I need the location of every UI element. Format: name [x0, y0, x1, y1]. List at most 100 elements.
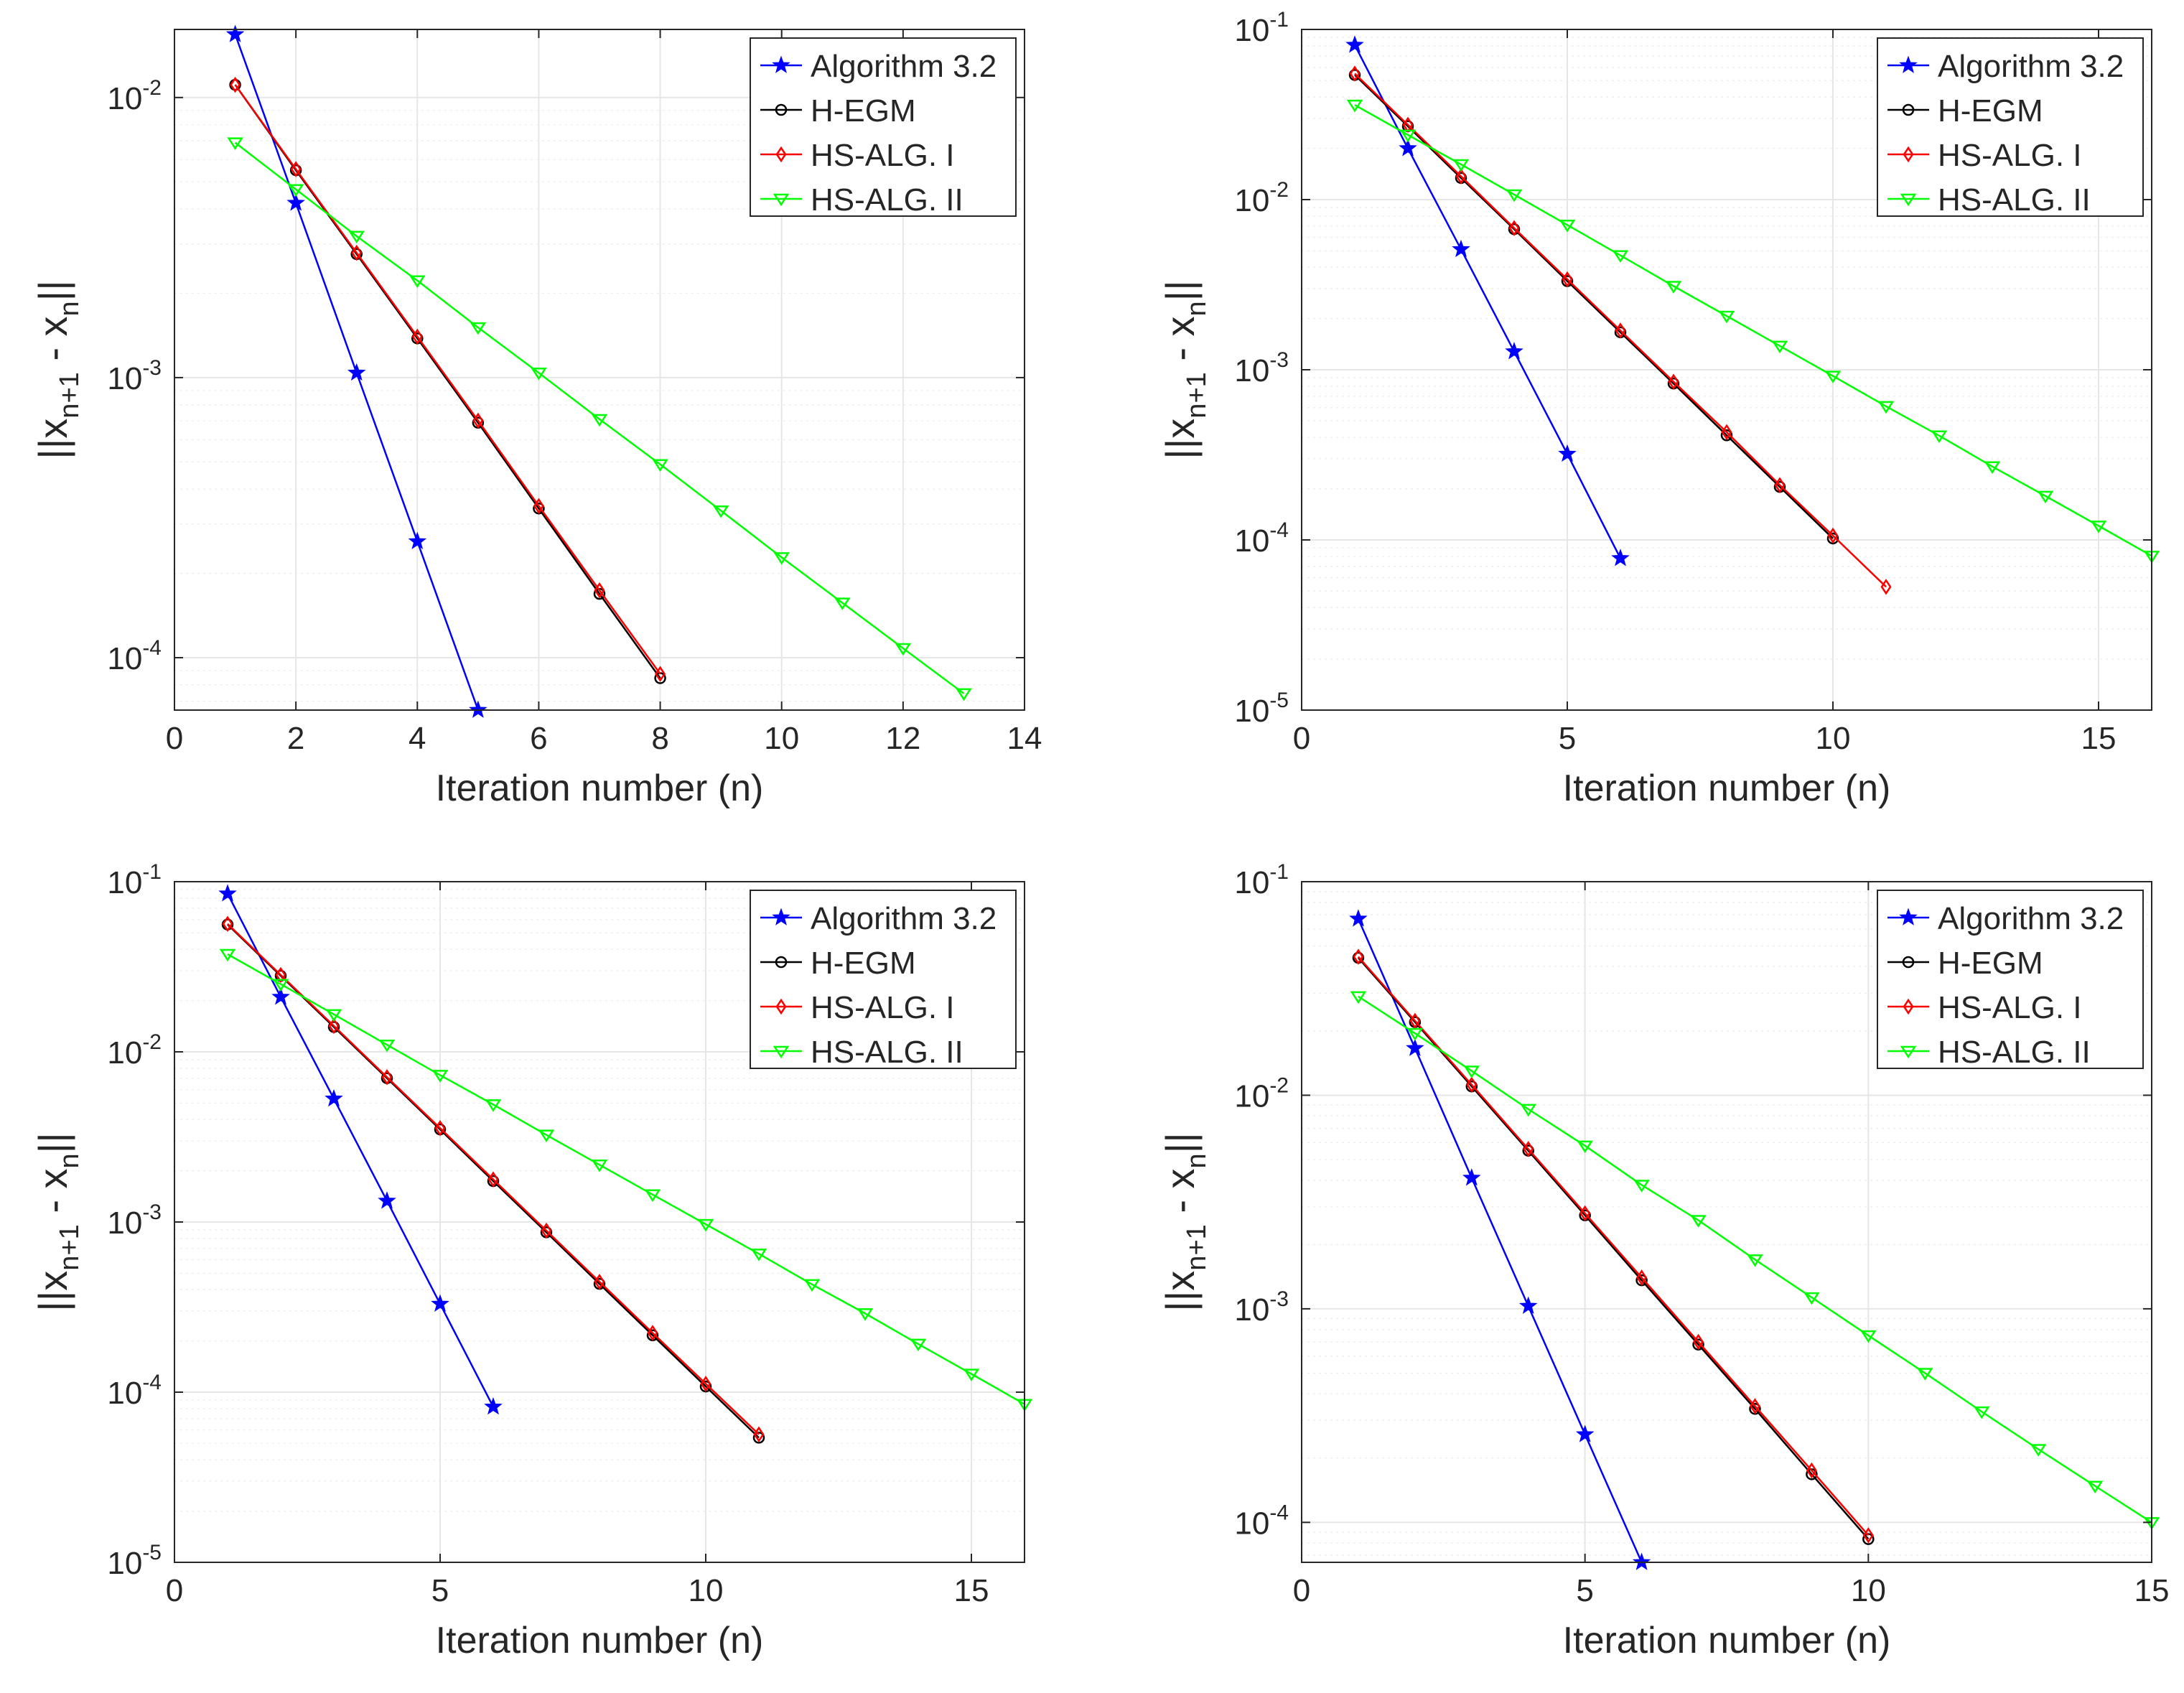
data-point — [1636, 1269, 1648, 1286]
y-label-text: ||x — [30, 419, 75, 460]
data-point — [222, 915, 233, 933]
data-point — [230, 76, 241, 93]
x-axis-label: Iteration number (n) — [1563, 1620, 1891, 1661]
data-point — [1463, 1065, 1480, 1078]
series-line — [1353, 45, 1622, 559]
data-point — [469, 700, 487, 718]
y-tick-base: 10 — [107, 1035, 142, 1071]
y-tick-label: 10-4 — [107, 1371, 162, 1411]
legend: Algorithm 3.2 H-EGM HS-ALG. I HS-ALG. II — [1877, 890, 2144, 1070]
y-tick-base: 10 — [1234, 1506, 1269, 1541]
x-tick-label: 0 — [1293, 1573, 1310, 1608]
y-tick-exponent: -2 — [142, 76, 162, 100]
data-point — [1612, 250, 1629, 263]
y-tick-label: 10-5 — [107, 1541, 162, 1581]
x-tick-label: 15 — [954, 1573, 989, 1608]
series-triangle-down — [1350, 991, 2160, 1530]
legend-label: Algorithm 3.2 — [811, 49, 997, 84]
series-triangle-down — [227, 137, 972, 701]
legend-label: Algorithm 3.2 — [1938, 901, 2124, 936]
y-tick-exponent: -5 — [1269, 689, 1289, 712]
y-tick-label: 10-1 — [1234, 8, 1289, 48]
legend-label: H-EGM — [811, 93, 916, 129]
y-tick-label: 10-2 — [1234, 178, 1289, 218]
legend-label: Algorithm 3.2 — [1938, 49, 2124, 84]
series-line — [1358, 995, 2152, 1524]
y-label-subscript: n+1 — [1182, 372, 1212, 418]
x-tick-label: 0 — [166, 721, 183, 756]
y-axis-label: ||xn+1 - xn|| — [30, 280, 85, 460]
y-tick-label: 10-2 — [1234, 1073, 1289, 1114]
x-tick-label: 5 — [1559, 721, 1576, 756]
y-tick-label: 10-4 — [1234, 1501, 1289, 1541]
data-point — [1466, 1076, 1478, 1093]
data-point — [347, 363, 366, 381]
y-label-text: - x — [1157, 1168, 1203, 1224]
data-point — [753, 1426, 765, 1443]
data-point — [1577, 1140, 1593, 1154]
y-tick-label: 10-3 — [107, 1200, 162, 1241]
legend-entry: HS-ALG. I — [760, 138, 955, 173]
legend-entry: HS-ALG. I — [1887, 138, 2082, 173]
data-point — [1632, 1552, 1651, 1570]
x-tick-label: 5 — [431, 1573, 449, 1608]
series-line — [227, 923, 760, 1435]
data-point — [652, 459, 668, 472]
legend-label: HS-ALG. II — [1938, 1035, 2091, 1070]
data-point — [1575, 1424, 1595, 1442]
data-point — [1409, 1012, 1421, 1030]
y-label-text: || — [1157, 1132, 1203, 1153]
y-tick-label: 10-1 — [1234, 860, 1289, 900]
y-tick-base: 10 — [107, 1376, 142, 1411]
data-point — [752, 1432, 765, 1444]
data-point — [1718, 310, 1735, 324]
axes-frame — [174, 29, 1025, 711]
y-tick-exponent: -4 — [1269, 518, 1289, 542]
x-tick-label: 4 — [409, 721, 426, 756]
legend-swatch-marker — [773, 1045, 790, 1059]
y-tick-label: 10-4 — [1234, 518, 1289, 559]
data-point — [325, 1009, 342, 1022]
data-point — [431, 1294, 449, 1312]
data-point — [1399, 129, 1417, 143]
data-point — [1806, 1462, 1817, 1479]
legend-entry: H-EGM — [1887, 93, 2043, 129]
legend-label: HS-ALG. II — [1938, 182, 2091, 218]
y-label-subscript: n — [1182, 301, 1212, 316]
data-point — [1877, 401, 1895, 414]
data-point — [1518, 1296, 1538, 1314]
y-tick-label: 10-1 — [107, 860, 162, 900]
data-point — [1749, 1398, 1760, 1414]
data-point — [434, 1120, 446, 1137]
data-point — [1462, 1168, 1481, 1186]
data-point — [1558, 444, 1577, 462]
data-point — [1562, 271, 1573, 288]
data-point — [328, 1017, 340, 1035]
x-axis-label: Iteration number (n) — [436, 1620, 764, 1661]
legend-box — [750, 37, 1017, 217]
x-tick-label: 2 — [287, 721, 304, 756]
legend-swatch-marker — [775, 146, 787, 163]
data-point — [533, 498, 544, 514]
data-point — [484, 1396, 503, 1415]
data-point — [275, 966, 286, 984]
series-line — [1357, 957, 1870, 1540]
data-point — [287, 184, 304, 197]
data-point — [485, 1099, 502, 1112]
data-point — [227, 137, 243, 150]
legend-swatch-marker — [1903, 146, 1914, 163]
y-label-text: || — [30, 1132, 75, 1153]
data-point — [470, 322, 487, 335]
data-point — [1747, 1254, 1763, 1267]
data-point — [409, 275, 426, 289]
y-label-subscript: n — [1182, 1153, 1212, 1168]
y-tick-label: 10-3 — [107, 356, 162, 396]
y-tick-base: 10 — [107, 361, 142, 396]
data-point — [1399, 139, 1417, 157]
x-tick-label: 15 — [2134, 1573, 2170, 1608]
y-tick-exponent: -2 — [1269, 1073, 1289, 1097]
data-point — [1880, 579, 1892, 595]
